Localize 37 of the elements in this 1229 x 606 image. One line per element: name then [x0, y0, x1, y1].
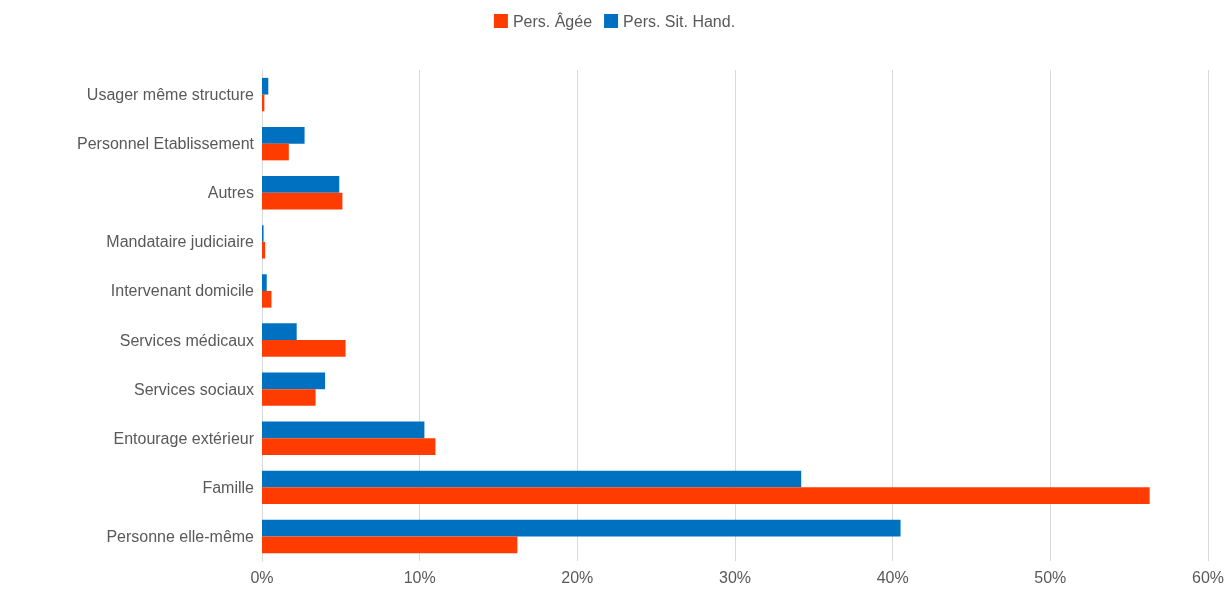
bar	[262, 274, 267, 291]
x-tick-label: 60%	[1191, 568, 1225, 586]
x-tick-label: 30%	[718, 568, 752, 586]
y-tick-label: Intervenant domicile	[110, 282, 255, 300]
bar	[262, 192, 343, 210]
bar	[262, 323, 297, 341]
bar	[262, 438, 436, 455]
x-tick-label: 20%	[561, 568, 594, 586]
bar	[262, 290, 272, 308]
x-tick-label: 0%	[250, 568, 274, 586]
bar	[262, 241, 266, 259]
y-tick-label: Services sociaux	[133, 380, 254, 398]
y-tick-label: Services médicaux	[119, 331, 254, 349]
bar	[262, 536, 518, 554]
bar	[262, 487, 1150, 505]
legend-label: Pers. Sit. Hand.	[623, 12, 736, 30]
x-tick-label: 50%	[1034, 568, 1067, 586]
bar	[262, 126, 305, 144]
bar	[262, 372, 326, 390]
bar	[262, 340, 346, 357]
y-tick-label: Mandataire judiciaire	[106, 233, 255, 251]
y-tick-label: Usager même structure	[86, 86, 255, 104]
bar	[262, 77, 269, 95]
bar	[262, 421, 425, 439]
y-tick-label: Famille	[202, 478, 255, 496]
y-tick-label: Entourage extérieur	[113, 429, 255, 447]
bar	[262, 519, 901, 537]
legend-label: Pers. Âgée	[512, 11, 593, 30]
bar	[262, 143, 289, 161]
y-tick-label: Autres	[207, 184, 254, 202]
x-tick-label: 40%	[876, 568, 909, 586]
x-tick-label: 10%	[403, 568, 436, 586]
bar	[262, 176, 340, 193]
bar	[262, 470, 802, 488]
bar	[262, 389, 316, 406]
y-tick-label: Personnel Etablissement	[77, 135, 255, 153]
y-tick-label: Personne elle-même	[106, 527, 255, 545]
